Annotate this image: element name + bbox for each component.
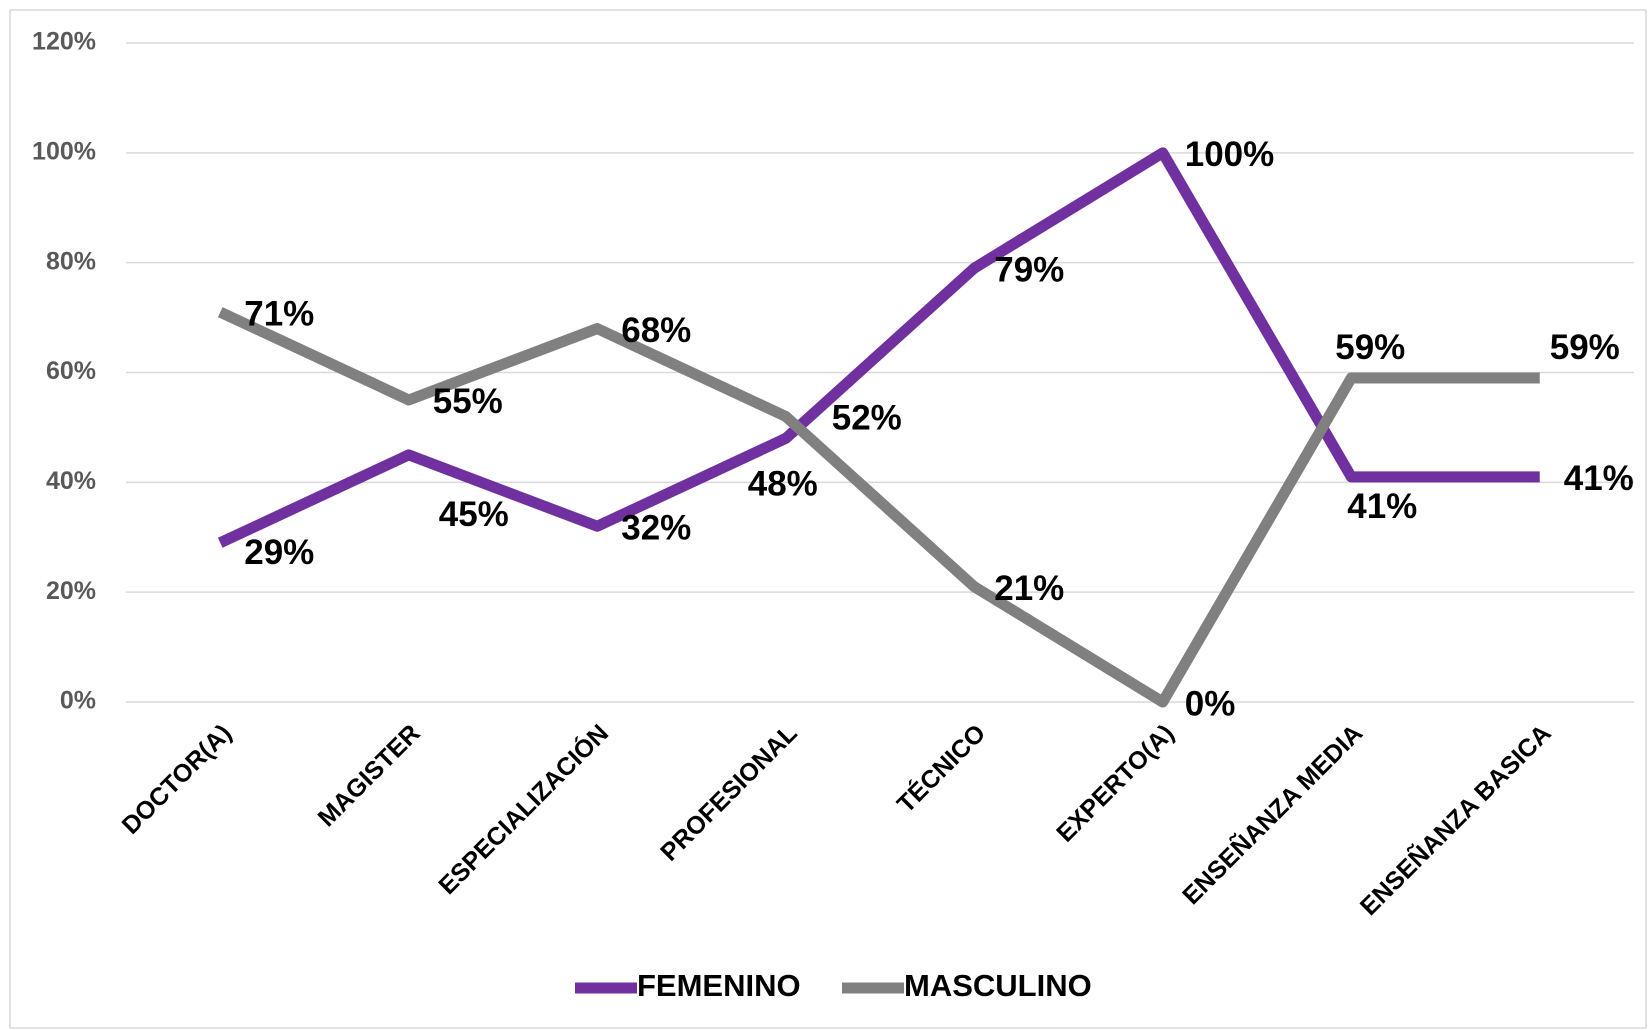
data-label: 68% (621, 311, 691, 350)
y-tick-label: 60% (46, 357, 96, 385)
data-label: 32% (621, 509, 691, 548)
y-tick-label: 20% (46, 577, 96, 605)
data-label: 100% (1185, 135, 1275, 174)
data-label: 41% (1564, 459, 1634, 498)
data-label: 52% (832, 399, 902, 438)
data-label: 71% (244, 294, 314, 333)
data-label: 55% (433, 382, 503, 421)
y-tick-label: 80% (46, 247, 96, 275)
data-label: 79% (994, 250, 1064, 289)
data-label: 48% (748, 465, 818, 504)
series-line (217, 307, 1540, 708)
data-label: 41% (1347, 487, 1417, 526)
legend-label: FEMENINO (637, 968, 801, 1003)
y-tick-label: 40% (46, 467, 96, 495)
data-label: 21% (994, 569, 1064, 608)
data-label: 59% (1550, 328, 1620, 367)
data-label: 45% (439, 495, 509, 534)
data-label: 59% (1335, 328, 1405, 367)
y-tick-label: 100% (32, 137, 96, 165)
legend-label: MASCULINO (904, 968, 1092, 1003)
y-tick-label: 0% (60, 687, 96, 715)
y-tick-label: 120% (32, 28, 96, 56)
data-label: 29% (244, 533, 314, 572)
data-label: 0% (1185, 684, 1236, 723)
